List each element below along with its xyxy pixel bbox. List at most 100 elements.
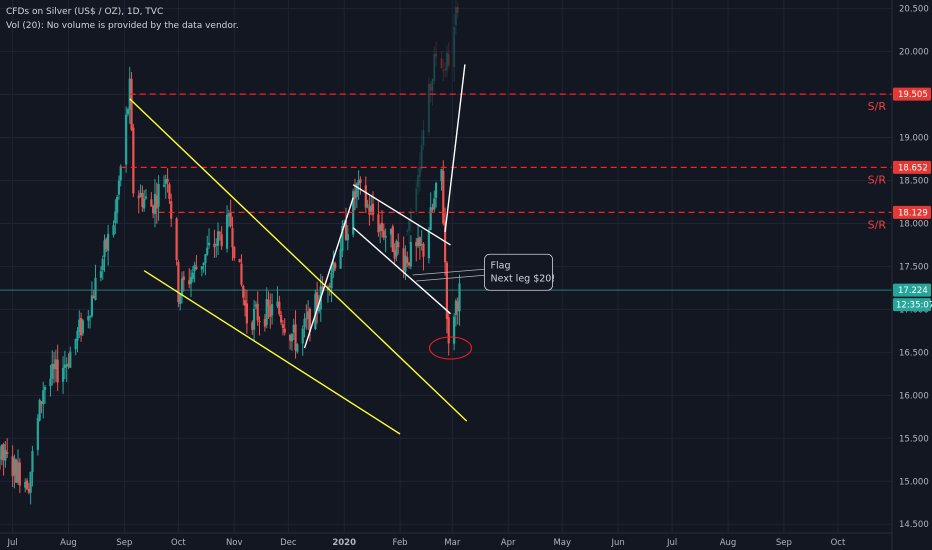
candle [290, 334, 294, 342]
candle [49, 378, 52, 387]
price-tick-label: 18.000 [899, 219, 929, 229]
candle [79, 317, 83, 336]
candle [36, 418, 39, 450]
candle [24, 481, 27, 488]
candle [283, 328, 286, 333]
candle [251, 322, 254, 330]
time-tick-label: Jul [666, 538, 677, 548]
candle [242, 285, 245, 298]
candle [166, 178, 169, 182]
candle [415, 242, 418, 247]
faded-candle [433, 53, 436, 81]
time-tick-label: Aug [720, 538, 737, 548]
candle [370, 205, 373, 214]
flag-upper-trendline[interactable] [352, 184, 451, 246]
candle [162, 184, 166, 187]
highlight-circle[interactable] [429, 336, 473, 360]
candle [377, 214, 380, 233]
candle [6, 451, 9, 454]
candle [155, 195, 158, 209]
rally-line-trendline[interactable] [303, 197, 354, 349]
candle [220, 234, 223, 247]
candle [179, 294, 182, 304]
faded-candle [427, 84, 430, 133]
time-tick-label: Feb [393, 538, 408, 548]
candle [280, 314, 283, 323]
candle [243, 300, 247, 306]
candle [42, 390, 45, 405]
candle [2, 444, 5, 461]
candle [112, 225, 115, 236]
candle [63, 364, 66, 368]
candle [139, 192, 142, 197]
faded-candle [415, 188, 418, 212]
candle [180, 278, 184, 296]
annotation-text: Next leg $20! [491, 273, 556, 284]
breakout-line-trendline[interactable] [444, 64, 466, 233]
candle [92, 295, 95, 299]
candle [13, 458, 16, 476]
candle [296, 344, 299, 352]
time-tick-label: Mar [444, 538, 461, 548]
candle [76, 330, 79, 341]
candle [0, 456, 2, 459]
candle [422, 243, 425, 257]
wedge-lower-trendline[interactable] [143, 270, 401, 435]
candle [371, 203, 375, 215]
candle [101, 259, 104, 271]
candle [380, 222, 384, 232]
time-axis[interactable]: Jul Aug Sep Oct Nov Dec 2020 Feb Mar Apr May Jun Jul… [0, 0, 893, 550]
candle [339, 249, 342, 269]
sr-price-label: 18.129 [898, 208, 928, 218]
candle [15, 459, 18, 483]
wedge-upper-trendline[interactable] [129, 98, 468, 422]
candle [117, 180, 121, 195]
candle [144, 196, 148, 199]
candle [289, 334, 292, 341]
callout-pointer [416, 274, 485, 282]
faded-candle [434, 53, 438, 57]
candle [188, 280, 191, 285]
candle [258, 321, 261, 323]
candle [420, 243, 423, 246]
symbol-legend[interactable]: CFDs on Silver (US$ / OZ), 1D, TVC [6, 7, 164, 17]
candle [137, 195, 140, 199]
candle [440, 169, 443, 182]
time-tick-label: Nov [226, 538, 243, 548]
candle [191, 272, 194, 279]
chart-drawings: S/R S/R S/R Flag Next leg $20! [0, 64, 892, 435]
candle [11, 456, 14, 477]
candle [292, 325, 295, 333]
time-tick-label: Aug [60, 538, 77, 548]
sr-price-label: 18.652 [898, 163, 928, 173]
candle [397, 242, 400, 248]
sr-tag-label: S/R [868, 218, 887, 231]
faded-candle [422, 130, 425, 146]
candle [25, 480, 29, 490]
price-axis[interactable]: 20.50020.00019.50019.00018.50018.00017.5… [892, 0, 932, 550]
candle [29, 471, 32, 493]
candle [407, 262, 411, 266]
candle [27, 488, 30, 493]
candle [225, 214, 229, 249]
candle [265, 299, 268, 325]
price-tick-label: 15.500 [899, 434, 929, 444]
candle [182, 276, 185, 281]
candle [433, 198, 436, 210]
candle [359, 179, 362, 183]
faded-candle [453, 27, 456, 67]
flag-lower-trendline[interactable] [352, 227, 451, 315]
candle [216, 231, 220, 246]
candle [454, 300, 458, 315]
annotation-box[interactable] [484, 253, 553, 291]
sr-price-tag [893, 205, 931, 219]
candle [368, 206, 371, 215]
candle [177, 262, 180, 302]
faded-candle [445, 52, 449, 71]
last-price-label: 17.224 [898, 286, 928, 296]
faded-candle [440, 58, 443, 68]
faded-candle [420, 144, 423, 170]
candle [204, 254, 207, 264]
candle [416, 238, 420, 247]
